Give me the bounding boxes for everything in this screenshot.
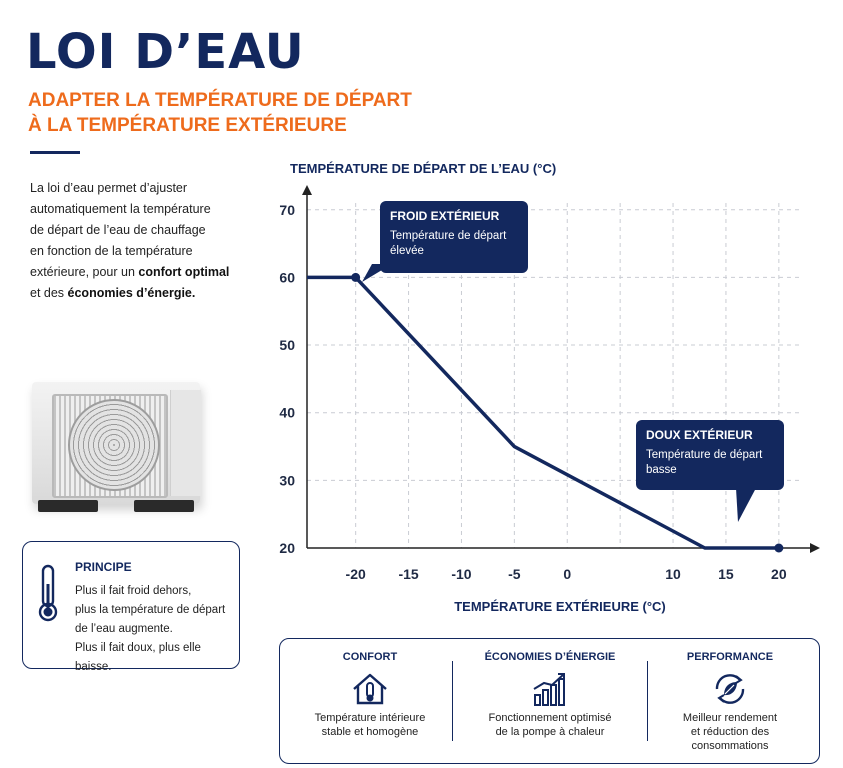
x-tick-label: 15 [718, 566, 734, 582]
x-tick-label: 10 [665, 566, 681, 582]
x-tick-label: -10 [451, 566, 471, 582]
callout-text: Température de départ [646, 449, 763, 461]
y-axis-arrow [302, 185, 312, 195]
y-tick-label: 20 [279, 540, 295, 556]
intro-emphasis: confort optimal [138, 265, 230, 279]
y-tick-label: 70 [279, 202, 295, 218]
callout-text: Température de départ [390, 230, 507, 242]
heat-pump-side-panel [170, 390, 201, 496]
benefit-comfort: CONFORT Température intérieure stable et… [280, 639, 460, 763]
intro-line: extérieure, pour un confort optimal [30, 262, 260, 283]
thermometer-icon [38, 564, 58, 622]
intro-paragraph: La loi d’eau permet d’ajuster automatiqu… [30, 178, 260, 304]
x-tick-label: 0 [563, 566, 571, 582]
page-subtitle: ADAPTER LA TEMPÉRATURE DE DÉPART À LA TE… [28, 88, 448, 138]
chart-series [307, 272, 784, 553]
intro-line: de départ de l’eau de chauffage [30, 223, 206, 237]
y-tick-label: 40 [279, 405, 295, 421]
y-axis-label: TEMPÉRATURE DE DÉPART DE L’EAU (°C) [290, 161, 556, 176]
heat-pump-unit-image [24, 382, 204, 522]
x-tick-label: -5 [508, 566, 521, 582]
heat-pump-foot [134, 500, 194, 512]
page-title: LOI D’EAU [26, 24, 305, 80]
chart-ticks: 20 30 40 50 60 70 -20 -15 -10 -5 0 10 15 20 [279, 202, 786, 582]
house-thermometer-icon [353, 673, 387, 705]
benefit-divider [452, 661, 453, 741]
intro-text: et des [30, 286, 68, 300]
x-tick-label: 20 [771, 566, 787, 582]
benefits-panel: CONFORT Température intérieure stable et… [279, 638, 820, 764]
data-point-marker [351, 272, 361, 282]
callout-text: basse [646, 464, 677, 476]
benefit-line: stable et homogène [321, 726, 419, 738]
principle-line: de l’eau augmente. [75, 623, 173, 635]
x-tick-label: -20 [346, 566, 366, 582]
callout-pointer [736, 488, 756, 522]
y-tick-label: 50 [279, 337, 295, 353]
subtitle-line: À LA TEMPÉRATURE EXTÉRIEURE [28, 115, 347, 136]
principle-box: PRINCIPE Plus il fait froid dehors, plus… [22, 541, 240, 673]
benefit-line: consommations [691, 740, 769, 752]
intro-line: La loi d’eau permet d’ajuster [30, 181, 188, 195]
data-point-marker [774, 543, 784, 553]
principle-line: Plus il fait froid dehors, [75, 585, 192, 597]
subtitle-line: ADAPTER LA TEMPÉRATURE DE DÉPART [28, 90, 412, 111]
benefit-title: PERFORMANCE [686, 651, 774, 663]
intro-emphasis: économies d’énergie. [67, 286, 196, 300]
benefit-line: et réduction des [690, 726, 770, 738]
heat-pump-foot [38, 500, 98, 512]
x-axis-arrow [810, 543, 820, 553]
benefit-title: ÉCONOMIES D’ÉNERGIE [484, 651, 616, 663]
benefit-performance: PERFORMANCE Meilleur rendement et réduct… [640, 639, 820, 763]
benefit-divider [647, 661, 648, 741]
x-axis-label: TEMPÉRATURE EXTÉRIEURE (°C) [454, 599, 666, 614]
y-tick-label: 30 [279, 472, 295, 488]
leaf-cycle-icon [715, 674, 745, 704]
intro-text: extérieure, pour un [30, 265, 139, 279]
principle-title: PRINCIPE [75, 560, 132, 574]
mild-callout: DOUX EXTÉRIEUR Température de départ bas… [636, 420, 784, 490]
benefit-text: Meilleur rendement et réduction des cons… [640, 711, 820, 753]
callout-title: DOUX EXTÉRIEUR [646, 428, 753, 442]
callout-text: élevée [390, 245, 424, 257]
principle-line: Plus il fait doux, plus elle baisse. [75, 642, 201, 673]
benefit-line: de la pompe à chaleur [495, 726, 605, 738]
y-tick-label: 60 [279, 269, 295, 285]
principle-text: Plus il fait froid dehors, plus la tempé… [75, 582, 239, 677]
benefit-savings: ÉCONOMIES D’ÉNERGIE Fonctionnement optim… [460, 639, 640, 763]
benefit-line: Meilleur rendement [682, 712, 778, 724]
callout-title: FROID EXTÉRIEUR [390, 209, 500, 223]
title-divider [30, 151, 80, 154]
intro-line: automatiquement la température [30, 202, 211, 216]
benefit-line: Fonctionnement optimisé [488, 712, 612, 724]
benefit-title: CONFORT [342, 651, 398, 663]
x-tick-label: -15 [398, 566, 418, 582]
bar-chart-growth-icon [533, 673, 565, 706]
heat-pump-fan [68, 399, 160, 491]
intro-line: en fonction de la température [30, 244, 193, 258]
benefit-text: Fonctionnement optimisé de la pompe à ch… [460, 711, 640, 739]
series-line [307, 275, 779, 550]
benefit-line: Température intérieure [314, 712, 426, 724]
cold-callout: FROID EXTÉRIEUR Température de départ él… [380, 201, 528, 273]
heat-pump-casing [32, 382, 201, 504]
principle-line: plus la température de départ [75, 604, 226, 616]
benefit-text: Température intérieure stable et homogèn… [280, 711, 460, 739]
intro-line: et des économies d’énergie. [30, 283, 260, 304]
